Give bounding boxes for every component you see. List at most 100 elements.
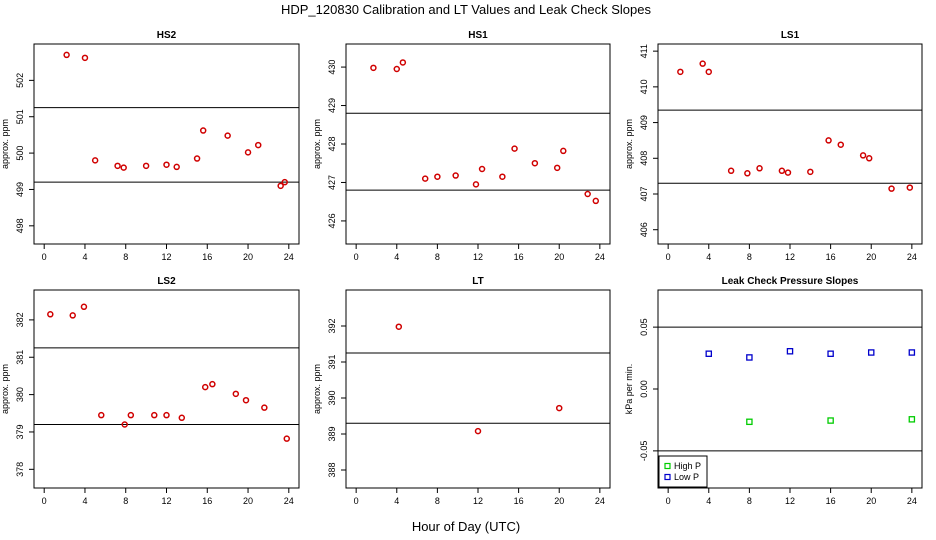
x-tick-label: 0 [42, 252, 47, 262]
data-point [232, 390, 240, 398]
data-point [705, 350, 713, 357]
x-tick-label: 0 [354, 496, 359, 506]
y-tick-label: 499 [15, 182, 25, 197]
panel-1: HS1 approx. ppm 0 4 8 12 16 20 24 426 427 428 429 430 [312, 30, 611, 262]
data-point [827, 417, 834, 424]
x-tick-label: 12 [785, 252, 795, 262]
x-tick-label: 16 [514, 496, 524, 506]
plot-frame [345, 289, 611, 489]
data-point [859, 152, 867, 159]
data-point [746, 354, 753, 361]
x-tick-label: 12 [473, 496, 483, 506]
data-point [452, 172, 459, 179]
data-point [786, 348, 794, 355]
panel-title: LS2 [157, 276, 176, 287]
x-tick-label: 8 [123, 496, 128, 506]
y-tick-label: 411 [639, 44, 649, 58]
panel-title: LS1 [781, 30, 800, 41]
panels-group: HS2 approx. ppm 0 4 8 12 16 20 24 498 499 500 501 502… [0, 30, 923, 506]
x-tick-label: 8 [435, 252, 440, 262]
y-tick-label: 428 [327, 136, 337, 151]
data-point [261, 404, 268, 411]
x-tick-label: 16 [514, 252, 524, 262]
y-axis-label: kPa per min. [624, 364, 634, 415]
plot-frame [345, 43, 611, 245]
y-axis-label: approx. ppm [312, 119, 322, 169]
x-tick-label: 4 [82, 252, 87, 262]
data-point [867, 349, 875, 356]
data-point [746, 418, 753, 426]
panel-5: Leak Check Pressure Slopes kPa per min. 0 4… [624, 276, 923, 506]
y-tick-label: 426 [327, 213, 337, 228]
x-tick-label: 4 [706, 496, 711, 506]
y-tick-label: 388 [327, 462, 337, 477]
data-point [837, 141, 845, 148]
y-tick-label: 502 [15, 73, 25, 88]
x-tick-label: 20 [243, 252, 253, 262]
panel-title: Leak Check Pressure Slopes [722, 276, 859, 287]
x-tick-label: 4 [394, 252, 399, 262]
x-tick-label: 8 [435, 496, 440, 506]
data-point [201, 383, 209, 391]
data-point [478, 165, 486, 173]
x-tick-label: 12 [785, 496, 795, 506]
data-point [224, 132, 231, 139]
x-tick-label: 4 [394, 496, 399, 506]
y-tick-label: 408 [639, 151, 649, 166]
panel-4: LT approx. ppm 0 4 8 12 16 20 24 388 389 390 391 392 [312, 276, 611, 506]
legend-label: High P [674, 461, 701, 471]
y-axis-label: approx. ppm [0, 119, 10, 169]
figure-title: HDP_120830 Calibration and LT Values and… [281, 2, 652, 17]
data-point [553, 164, 561, 172]
x-tick-label: 0 [666, 496, 671, 506]
data-point [499, 173, 506, 180]
data-point [584, 190, 591, 198]
x-tick-label: 0 [666, 252, 671, 262]
data-point [784, 169, 792, 176]
data-point [592, 197, 600, 205]
legend-label: Low P [674, 472, 699, 482]
x-tick-label: 16 [202, 252, 212, 262]
data-point [127, 411, 135, 419]
x-tick-label: 0 [42, 496, 47, 506]
data-point [756, 165, 763, 172]
data-point [120, 164, 127, 171]
y-tick-label: 391 [327, 354, 337, 369]
data-point [531, 159, 539, 167]
data-point [699, 60, 706, 67]
y-tick-label: 409 [639, 115, 649, 130]
y-tick-label: 500 [15, 146, 25, 161]
y-tick-label: 427 [327, 175, 337, 190]
x-tick-label: 16 [826, 496, 836, 506]
data-point [121, 421, 128, 428]
y-axis-label: approx. ppm [624, 119, 634, 169]
x-tick-label: 12 [161, 252, 171, 262]
data-point [434, 173, 441, 180]
panel-title: HS2 [157, 30, 177, 41]
data-point [827, 350, 834, 357]
y-tick-label: 378 [15, 462, 25, 477]
data-point [151, 411, 158, 419]
x-tick-label: 16 [202, 496, 212, 506]
data-point [81, 54, 89, 62]
panel-title: LT [472, 276, 483, 287]
x-tick-label: 24 [907, 252, 917, 262]
y-tick-label: 0.00 [639, 380, 649, 398]
data-point [511, 145, 518, 152]
x-tick-label: 24 [284, 252, 294, 262]
data-point [47, 311, 54, 318]
x-tick-label: 20 [866, 496, 876, 506]
data-point [778, 167, 786, 175]
panel-title: HS1 [468, 30, 488, 41]
plot-frame [33, 43, 300, 245]
x-tick-label: 8 [747, 252, 752, 262]
x-tick-label: 24 [907, 496, 917, 506]
legend-box [658, 455, 708, 488]
y-tick-label: 410 [639, 79, 649, 94]
x-tick-label: 8 [747, 496, 752, 506]
legend-marker [664, 473, 671, 481]
y-axis-label: approx. ppm [0, 364, 10, 414]
data-point [727, 167, 735, 175]
data-point [865, 155, 873, 162]
